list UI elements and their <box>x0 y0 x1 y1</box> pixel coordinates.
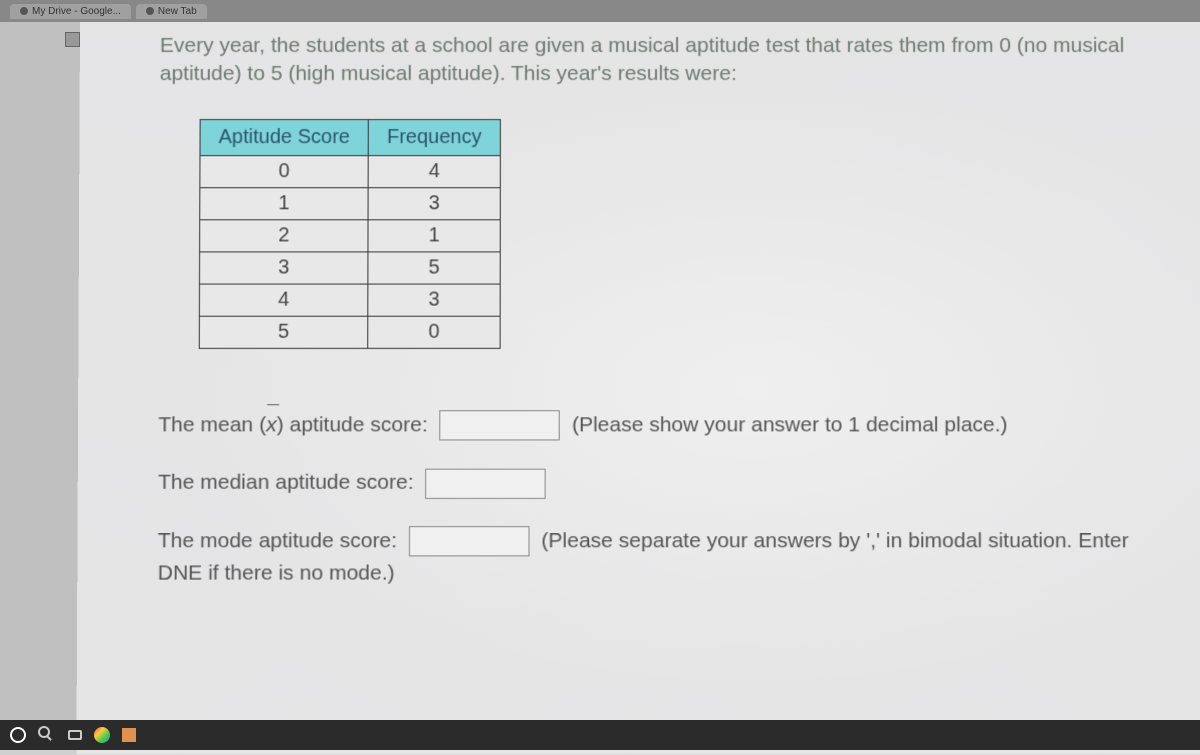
cell-freq: 1 <box>368 219 500 251</box>
tab-new[interactable]: New Tab <box>136 4 207 19</box>
cell-score: 0 <box>200 155 369 187</box>
question-panel: Every year, the students at a school are… <box>76 22 1200 755</box>
cell-score: 1 <box>200 187 369 219</box>
table-row: 0 4 <box>200 155 500 187</box>
cell-freq: 3 <box>368 187 500 219</box>
median-input[interactable] <box>425 468 546 498</box>
taskview-icon[interactable] <box>68 730 82 740</box>
cell-score: 5 <box>199 316 368 348</box>
search-icon[interactable] <box>38 726 56 744</box>
tab-new-label: New Tab <box>158 6 197 17</box>
content-wrapper: Every year, the students at a school are… <box>0 22 1200 750</box>
table-row: 1 3 <box>200 187 500 219</box>
median-label: The median aptitude score: <box>158 471 419 494</box>
cell-score: 3 <box>199 252 368 284</box>
tab-drive[interactable]: My Drive - Google... <box>10 4 131 19</box>
cell-score: 4 <box>199 284 368 316</box>
table-row: 3 5 <box>199 252 499 284</box>
x-bar-symbol: x <box>266 409 277 442</box>
table-header-frequency: Frequency <box>368 119 500 155</box>
table-header-score: Aptitude Score <box>200 119 368 155</box>
mode-question: The mode aptitude score: (Please separat… <box>158 525 1143 591</box>
table-row: 4 3 <box>199 284 500 316</box>
mean-question: The mean (x) aptitude score: (Please sho… <box>158 409 1142 442</box>
frequency-table: Aptitude Score Frequency 0 4 1 3 2 1 <box>199 119 501 349</box>
windows-taskbar <box>0 720 1200 750</box>
cell-freq: 0 <box>368 316 500 348</box>
median-question: The median aptitude score: <box>158 467 1142 500</box>
mean-hint: (Please show your answer to 1 decimal pl… <box>572 413 1008 436</box>
newtab-icon <box>146 7 154 15</box>
cell-freq: 3 <box>368 284 500 316</box>
tab-drive-label: My Drive - Google... <box>32 6 121 17</box>
mean-label-before: The mean ( <box>158 413 266 436</box>
mean-input[interactable] <box>440 410 560 440</box>
start-button-icon[interactable] <box>10 727 26 743</box>
table-row: 5 0 <box>199 316 500 348</box>
app-icon-1[interactable] <box>94 727 110 743</box>
left-gutter <box>0 22 80 750</box>
mode-label: The mode aptitude score: <box>158 529 403 552</box>
scroll-up-button[interactable] <box>65 32 80 47</box>
app-icon-2[interactable] <box>122 728 136 742</box>
cell-score: 2 <box>200 219 369 251</box>
drive-icon <box>20 7 28 15</box>
browser-tab-strip: My Drive - Google... New Tab <box>0 0 1200 22</box>
mode-input[interactable] <box>409 526 530 556</box>
cell-freq: 4 <box>368 155 500 187</box>
mean-label-after: ) aptitude score: <box>277 413 434 436</box>
table-row: 2 1 <box>200 219 500 251</box>
question-intro: Every year, the students at a school are… <box>160 32 1141 89</box>
cell-freq: 5 <box>368 252 500 284</box>
